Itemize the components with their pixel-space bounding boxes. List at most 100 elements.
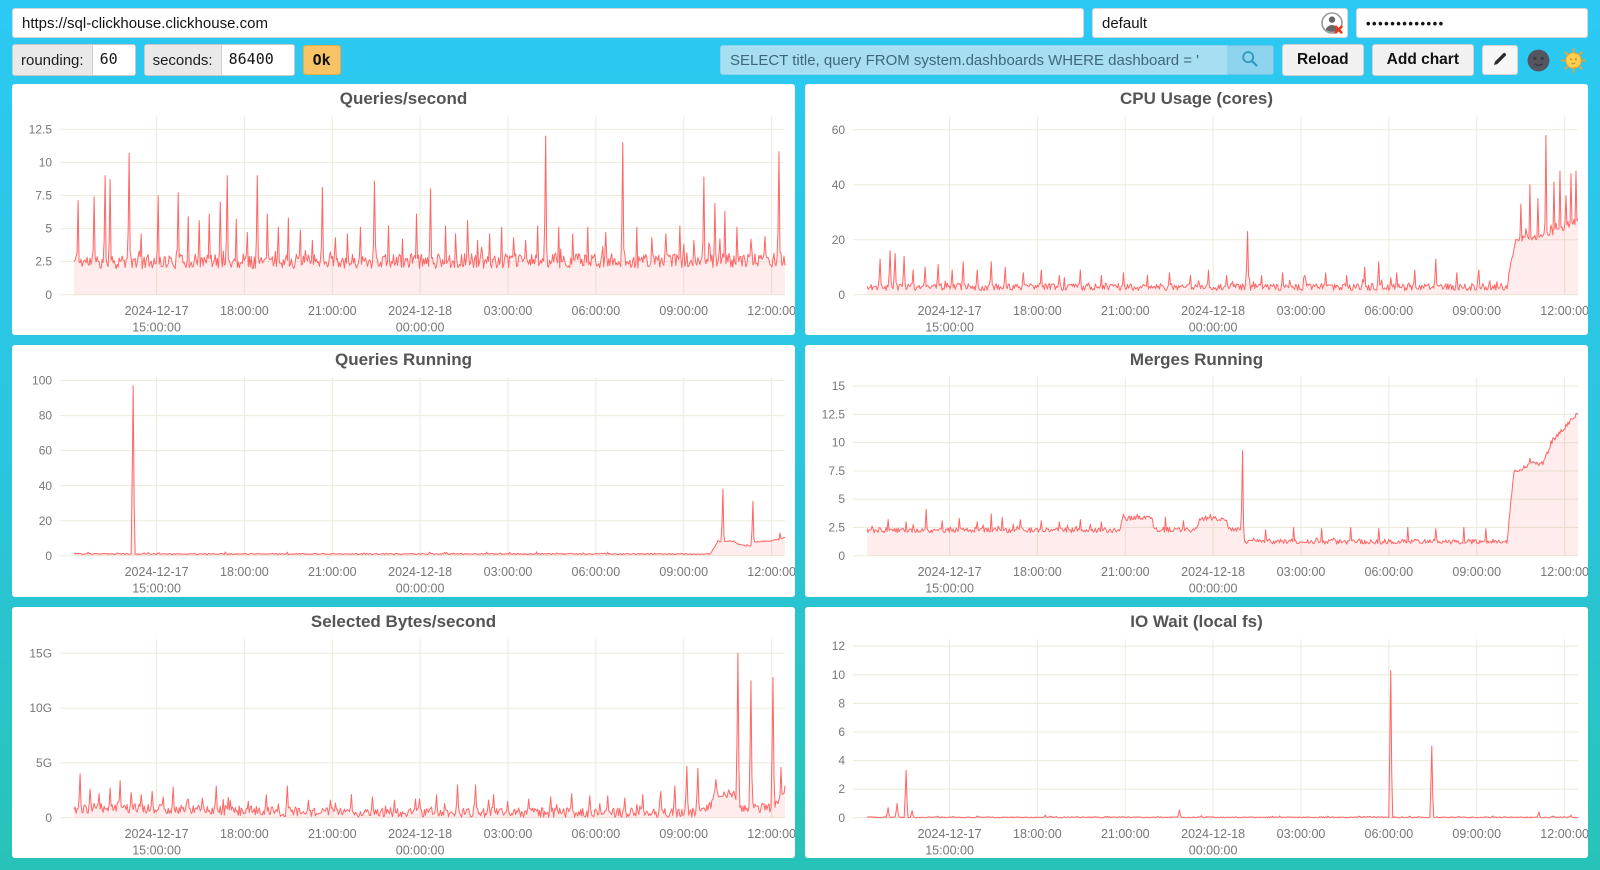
connection-toolbar <box>12 8 1588 38</box>
x-axis-label: 12:00:00 <box>747 304 795 318</box>
user-error-icon <box>1320 11 1344 35</box>
y-axis-label: 7.5 <box>35 188 52 202</box>
x-axis-label: 03:00:00 <box>1277 304 1326 318</box>
sun-icon <box>1561 47 1588 73</box>
series-area <box>867 413 1578 557</box>
chart-plot[interactable]: 0 20 40 60 80 100 2024-12-17 15:00:00 18:00:00 21… <box>12 371 795 596</box>
x-axis-label: 12:00:00 <box>747 565 795 579</box>
x-axis-label: 2024-12-17 <box>918 827 982 841</box>
series-area <box>74 652 785 818</box>
x-axis-label: 09:00:00 <box>659 304 708 318</box>
moon-icon <box>1526 48 1553 73</box>
url-input[interactable] <box>12 8 1084 38</box>
chart-card-cpu-usage-cores: CPU Usage (cores) 0 20 40 60 2024-12-17 15:00:… <box>805 84 1588 336</box>
x-axis-label: 09:00:00 <box>659 565 708 579</box>
rounding-input[interactable] <box>92 45 135 73</box>
chart-title: CPU Usage (cores) <box>1119 89 1274 108</box>
y-axis-label: 6 <box>838 725 845 739</box>
x-axis-label: 2024-12-17 <box>918 565 982 579</box>
search-icon <box>1239 48 1261 73</box>
x-axis-label: 21:00:00 <box>308 827 357 841</box>
x-axis-label: 06:00:00 <box>571 565 620 579</box>
x-axis-label: 09:00:00 <box>659 827 708 841</box>
chart-card-selected-bytes-second: Selected Bytes/second 0 5G 10G 15G 2024-12-17… <box>12 606 795 858</box>
seconds-input[interactable] <box>221 45 294 73</box>
reload-button[interactable]: Reload <box>1281 44 1364 76</box>
x-axis-sublabel: 15:00:00 <box>925 843 974 857</box>
y-axis-label: 10 <box>832 667 846 681</box>
add-chart-button[interactable]: Add chart <box>1371 44 1474 76</box>
password-input[interactable] <box>1356 8 1588 38</box>
series-line <box>73 135 786 270</box>
x-axis-label: 2024-12-18 <box>388 565 452 579</box>
x-axis-label: 18:00:00 <box>1013 565 1062 579</box>
series-area <box>867 135 1578 295</box>
x-axis-label: 03:00:00 <box>484 565 533 579</box>
x-axis-label: 12:00:00 <box>1540 304 1588 318</box>
chart-card-merges-running: Merges Running 0 2.5 5 7.5 10 12.5 15 2024-12-17… <box>805 345 1588 597</box>
y-axis-label: 20 <box>39 514 53 528</box>
seconds-label: seconds: <box>144 45 222 75</box>
x-axis-label: 06:00:00 <box>571 827 620 841</box>
y-axis-label: 15G <box>29 646 52 660</box>
edit-button[interactable] <box>1482 45 1518 75</box>
x-axis-label: 03:00:00 <box>484 304 533 318</box>
pencil-icon <box>1491 50 1509 71</box>
y-axis-label: 60 <box>39 444 53 458</box>
dashboard-query-group <box>719 45 1274 75</box>
y-axis-label: 0 <box>838 810 845 824</box>
dark-theme-button[interactable] <box>1526 47 1553 74</box>
series-area <box>74 386 785 557</box>
y-axis-label: 100 <box>32 374 52 388</box>
chart-plot[interactable]: 0 2.5 5 7.5 10 12.5 2024-12-17 15:00:00 18:00:00… <box>12 110 795 335</box>
x-axis-sublabel: 00:00:00 <box>396 320 445 334</box>
chart-title: Merges Running <box>1129 350 1264 370</box>
dashboard-query-input[interactable] <box>719 45 1228 75</box>
x-axis-sublabel: 00:00:00 <box>1189 320 1238 334</box>
y-axis-label: 7.5 <box>828 464 845 478</box>
chart-plot[interactable]: 0 2 4 6 8 10 12 2024-12-17 15:00:00 18:00:00 21:00… <box>805 633 1588 858</box>
x-axis-label: 09:00:00 <box>1452 304 1501 318</box>
chart-plot[interactable]: 0 20 40 60 2024-12-17 15:00:00 18:00:00 21:00:0… <box>805 110 1588 335</box>
x-axis-label: 09:00:00 <box>1452 565 1501 579</box>
ok-button[interactable]: Ok <box>302 45 341 75</box>
seconds-control: seconds: <box>143 44 295 76</box>
series-line <box>866 134 1579 292</box>
y-axis-label: 0 <box>45 810 52 824</box>
x-axis-label: 12:00:00 <box>747 827 795 841</box>
x-axis-label: 12:00:00 <box>1540 565 1588 579</box>
y-axis-label: 2.5 <box>35 255 52 269</box>
series-area <box>867 670 1578 818</box>
y-axis-label: 0 <box>45 288 52 302</box>
x-axis-label: 06:00:00 <box>1364 565 1413 579</box>
y-axis-label: 20 <box>832 233 846 247</box>
x-axis-label: 03:00:00 <box>1277 827 1326 841</box>
chart-plot[interactable]: 0 5G 10G 15G 2024-12-17 15:00:00 18:00:00 21:00… <box>12 633 795 858</box>
x-axis-label: 18:00:00 <box>220 304 269 318</box>
x-axis-label: 18:00:00 <box>1013 304 1062 318</box>
x-axis-label: 21:00:00 <box>1101 304 1150 318</box>
y-axis-label: 5 <box>45 222 52 236</box>
y-axis-label: 8 <box>838 696 845 710</box>
y-axis-label: 2 <box>838 782 845 796</box>
x-axis-label: 12:00:00 <box>1540 827 1588 841</box>
x-axis-label: 21:00:00 <box>1101 565 1150 579</box>
y-axis-label: 60 <box>832 123 846 137</box>
chart-plot[interactable]: 0 2.5 5 7.5 10 12.5 15 2024-12-17 15:00:00 18:00:… <box>805 371 1588 596</box>
x-axis-label: 21:00:00 <box>308 565 357 579</box>
chart-card-io-wait-local-fs: IO Wait (local fs) 0 2 4 6 8 10 12 2024-12-17 15:… <box>805 606 1588 858</box>
x-axis-label: 03:00:00 <box>484 827 533 841</box>
x-axis-sublabel: 15:00:00 <box>925 320 974 334</box>
search-button[interactable] <box>1227 45 1274 75</box>
y-axis-label: 40 <box>832 178 846 192</box>
x-axis-label: 2024-12-18 <box>388 827 452 841</box>
chart-card-queries-second: Queries/second 0 2.5 5 7.5 10 12.5 2024-12-17 15… <box>12 84 795 336</box>
x-axis-sublabel: 00:00:00 <box>1189 582 1238 596</box>
y-axis-label: 0 <box>45 549 52 563</box>
charts-grid: Queries/second 0 2.5 5 7.5 10 12.5 2024-12-17 15… <box>12 84 1588 858</box>
series-line <box>866 669 1579 818</box>
y-axis-label: 15 <box>832 379 846 393</box>
light-theme-button[interactable] <box>1561 47 1588 74</box>
user-input[interactable] <box>1092 8 1348 38</box>
